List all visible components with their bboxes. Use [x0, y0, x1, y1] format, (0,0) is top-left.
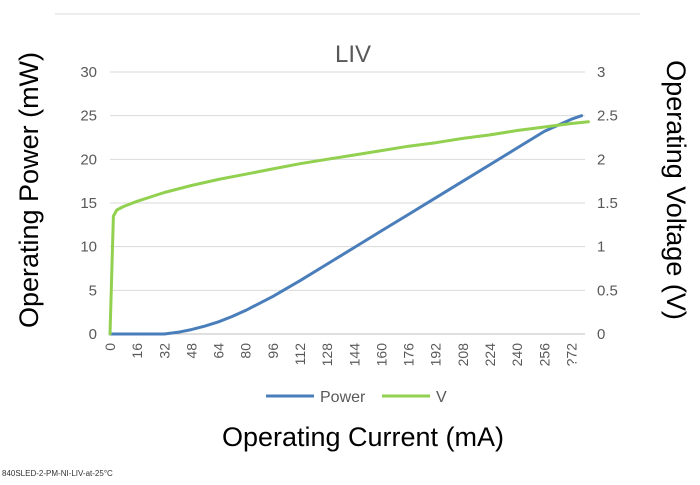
- x-tick-label: 240: [509, 343, 525, 367]
- image-caption: 840SLED-2-PM-NI-LIV-at-25°C: [2, 469, 113, 478]
- y2-tick-label: 2: [597, 151, 605, 168]
- y-tick-label: 30: [80, 64, 97, 81]
- y2-tick-label: 1: [597, 239, 605, 256]
- y2-tick-label: 3: [597, 64, 605, 81]
- x-tick-label: 192: [428, 343, 444, 367]
- x-tick-label: 0: [102, 343, 118, 351]
- x-axis-label: Operating Current (mA): [222, 422, 504, 452]
- x-tick-label: 64: [211, 343, 227, 359]
- legend-power-label: Power: [320, 389, 366, 406]
- x-tick-label: 256: [536, 343, 552, 367]
- legend: Power V: [266, 389, 447, 406]
- y-tick-label: 15: [80, 195, 97, 212]
- chart-title: LIV: [335, 41, 371, 68]
- y-tick-label: 0: [89, 326, 97, 343]
- y2-tick-label: 2.5: [597, 108, 618, 125]
- series-line-v: [108, 120, 590, 336]
- x-tick-label: 16: [129, 343, 145, 359]
- y-tick-label: 20: [80, 151, 97, 168]
- legend-v-label: V: [436, 389, 447, 406]
- y-tick-label: 25: [80, 108, 97, 125]
- x-tick-label: 32: [156, 343, 172, 359]
- y2-axis-label: Operating Voltage (V): [661, 60, 691, 320]
- x-tick-label: 128: [319, 343, 335, 367]
- x-tick-label: 112: [292, 343, 308, 366]
- y2-tick-label: 0: [597, 326, 605, 343]
- x-tick-label: 80: [238, 343, 254, 359]
- tick-labels: 0 05 0.510 115 1.520 225 2.530 30 16 32 48 64 80 96 11…: [80, 64, 618, 366]
- series-line-power: [108, 114, 584, 336]
- x-tick-label: 224: [482, 343, 498, 367]
- y2-tick-label: 0.5: [597, 282, 618, 299]
- x-tick-label: 208: [455, 343, 471, 367]
- x-tick-label: 96: [265, 343, 281, 359]
- y-tick-label: 10: [80, 239, 97, 256]
- y2-tick-label: 1.5: [597, 195, 618, 212]
- x-tick-label: 48: [183, 343, 199, 359]
- y-axis-label: Operating Power (mW): [14, 52, 44, 328]
- x-tick-label: 160: [373, 343, 389, 367]
- x-tick-label: 176: [401, 343, 417, 367]
- y-tick-label: 5: [89, 282, 97, 299]
- x-tick-label: 144: [346, 343, 362, 367]
- gridlines: [110, 71, 585, 335]
- x-tick-label: ?72: [563, 343, 579, 367]
- series-lines: [108, 114, 590, 336]
